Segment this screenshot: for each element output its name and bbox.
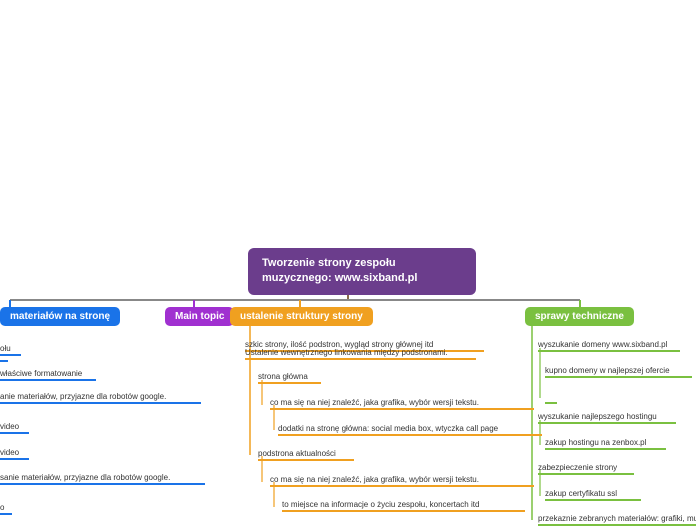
- leaf-underline: [545, 499, 641, 501]
- leaf-text: dodatki na stronę główna: social media b…: [278, 424, 498, 433]
- leaf-underline: [258, 459, 354, 461]
- leaf-text: to miejsce na informacje o życiu zespołu…: [282, 500, 479, 509]
- leaf-underline: [258, 382, 321, 384]
- leaf-underline: [0, 402, 201, 404]
- root-line1: Tworzenie strony zespołu: [262, 257, 396, 269]
- leaf-underline: [0, 432, 29, 434]
- leaf-text: video: [0, 422, 19, 431]
- leaf-text: wyszukanie najlepszego hostingu: [538, 412, 657, 421]
- leaf-text: właściwe formatowanie: [0, 369, 82, 378]
- leaf-text: co ma się na niej znaleźć, jaka grafika,…: [270, 398, 479, 407]
- leaf-text: video: [0, 448, 19, 457]
- leaf-text: co ma się na niej znaleźć, jaka grafika,…: [270, 475, 479, 484]
- leaf-underline: [545, 402, 557, 404]
- leaf-underline: [270, 408, 534, 410]
- leaf-underline: [538, 473, 634, 475]
- leaf-text: podstrona aktualności: [258, 449, 336, 458]
- root-node[interactable]: Tworzenie strony zespołu muzycznego: www…: [248, 248, 476, 295]
- branch-node-2[interactable]: ustalenie struktury strony: [230, 307, 373, 326]
- leaf-text: anie materiałów, przyjazne dla robotów g…: [0, 392, 166, 401]
- leaf-underline: [0, 513, 12, 515]
- branch-node-3[interactable]: sprawy techniczne: [525, 307, 634, 326]
- leaf-underline: [0, 379, 96, 381]
- leaf-underline: [0, 458, 29, 460]
- leaf-underline: [282, 510, 525, 512]
- leaf-text: Ustalenie wewnętrznego linkowania między…: [245, 348, 448, 357]
- leaf-underline: [0, 483, 205, 485]
- leaf-text: sanie materiałów, przyjazne dla robotów …: [0, 473, 170, 482]
- leaf-underline: [0, 360, 8, 362]
- leaf-text: wyszukanie domeny www.sixband.pl: [538, 340, 667, 349]
- branch-node-0[interactable]: materiałów na stronę: [0, 307, 120, 326]
- leaf-text: strona główna: [258, 372, 308, 381]
- leaf-text: ołu: [0, 344, 11, 353]
- leaf-underline: [245, 358, 476, 360]
- branch-node-1[interactable]: Main topic: [165, 307, 234, 326]
- leaf-text: zakup hostingu na zenbox.pl: [545, 438, 646, 447]
- leaf-text: kupno domeny w najlepszej ofercie: [545, 366, 670, 375]
- leaf-underline: [278, 434, 542, 436]
- leaf-text: o: [0, 503, 4, 512]
- leaf-text: zakup certyfikatu ssl: [545, 489, 617, 498]
- leaf-underline: [270, 485, 534, 487]
- leaf-text: zabezpieczenie strony: [538, 463, 617, 472]
- leaf-underline: [538, 422, 676, 424]
- leaf-underline: [0, 354, 21, 356]
- leaf-underline: [545, 376, 692, 378]
- leaf-underline: [538, 350, 680, 352]
- root-line2: muzycznego: www.sixband.pl: [262, 272, 417, 284]
- leaf-text: przekaznie zebranych materiałów: grafiki…: [538, 514, 696, 523]
- leaf-underline: [545, 448, 666, 450]
